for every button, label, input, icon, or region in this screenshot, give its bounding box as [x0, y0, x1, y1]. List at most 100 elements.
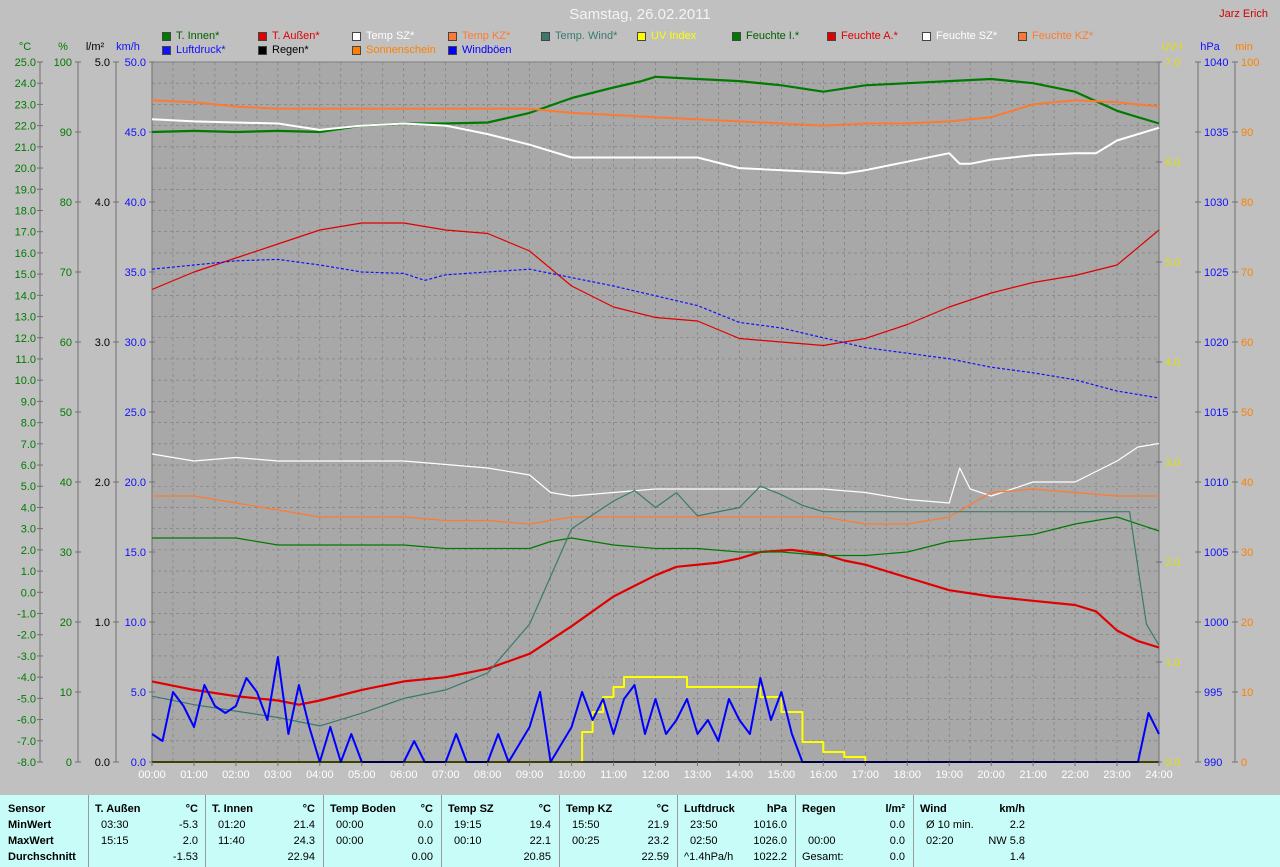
rain-tick-label: 5.0: [95, 57, 110, 69]
legend-item: Feuchte I.*: [732, 30, 799, 42]
stats-min-value: 21.4: [293, 819, 315, 831]
temp-tick-label: 4.0: [21, 502, 36, 514]
x-tick-label: 14:00: [726, 769, 754, 781]
stats-column: Temp KZ °C 15:50 21.9 00:25 23.2 22.59: [559, 795, 677, 867]
legend-label: Luftdruck*: [176, 44, 226, 56]
temp-tick-label: 3.0: [21, 524, 36, 536]
temp-tick-label: 2.0: [21, 545, 36, 557]
series-feuchte-kz: [152, 488, 1159, 525]
legend-item: UV Index: [637, 30, 696, 42]
stats-max-value: 0.0: [417, 835, 433, 847]
stats-max-value: NW 5.8: [988, 835, 1025, 847]
stats-column: T. Innen °C 01:20 21.4 11:40 24.3 22.94: [205, 795, 323, 867]
stats-label-sensor: Sensor: [8, 803, 46, 815]
stats-min-time: 19:15: [454, 819, 482, 831]
temp-tick-label: -7.0: [17, 736, 36, 748]
legend-label: Regen*: [272, 44, 309, 56]
temp-tick-label: 10.0: [15, 375, 36, 387]
stats-column-title: Temp SZ: [448, 803, 494, 815]
wind-tick-label: 0.0: [131, 757, 146, 769]
stats-min-time: Ø 10 min.: [926, 819, 974, 831]
sun-tick-label: 70: [1241, 267, 1253, 279]
legend-swatch: [162, 45, 171, 55]
humidity-tick-label: 20: [60, 617, 72, 629]
pressure-tick-label: 1020: [1204, 337, 1228, 349]
x-tick-label: 22:00: [1061, 769, 1089, 781]
legend-swatch: [258, 45, 267, 55]
stats-min-time: 23:50: [690, 819, 718, 831]
x-tick-label: 02:00: [222, 769, 250, 781]
legend-item: Temp SZ*: [352, 30, 414, 42]
humidity-axis-unit: %: [58, 41, 68, 53]
temp-tick-label: -2.0: [17, 630, 36, 642]
wind-tick-label: 5.0: [131, 687, 146, 699]
rain-tick-label: 3.0: [95, 337, 110, 349]
wind-tick-label: 35.0: [125, 267, 146, 279]
stats-column-unit: °C: [538, 803, 551, 815]
temp-tick-label: 0.0: [21, 587, 36, 599]
x-tick-label: 01:00: [180, 769, 208, 781]
x-tick-label: 10:00: [558, 769, 586, 781]
stats-label-avg: Durchschnitt: [8, 851, 76, 863]
humidity-tick-label: 0: [66, 757, 72, 769]
stats-table: Sensor MinWert MaxWert Durchschnitt T. A…: [0, 795, 1280, 867]
temp-tick-label: 12.0: [15, 333, 36, 345]
temp-tick-label: 22.0: [15, 121, 36, 133]
legend-label: T. Innen*: [176, 30, 220, 42]
uv-tick-label: 6.0: [1165, 157, 1180, 169]
humidity-tick-label: 90: [60, 127, 72, 139]
x-tick-label: 00:00: [138, 769, 166, 781]
sun-tick-label: 80: [1241, 197, 1253, 209]
x-tick-label: 06:00: [390, 769, 418, 781]
stats-max-value: 22.1: [529, 835, 551, 847]
temp-tick-label: 13.0: [15, 312, 36, 324]
legend-item: Feuchte KZ*: [1018, 30, 1093, 42]
temp-axis-unit: °C: [19, 41, 31, 53]
humidity-tick-label: 100: [54, 57, 72, 69]
pressure-tick-label: 1000: [1204, 617, 1228, 629]
stats-avg-value: -1.53: [172, 851, 198, 863]
stats-column-title: Temp Boden: [330, 803, 396, 815]
sun-tick-label: 20: [1241, 617, 1253, 629]
wind-tick-label: 50.0: [125, 57, 146, 69]
pressure-tick-label: 1010: [1204, 477, 1228, 489]
legend-label: Feuchte A.*: [841, 30, 898, 42]
stats-column: Temp Boden °C 00:00 0.0 00:00 0.0 0.00: [323, 795, 441, 867]
uv-tick-label: 5.0: [1165, 257, 1180, 269]
stats-min-value: 0.0: [417, 819, 433, 831]
sun-axis-unit: min: [1235, 41, 1253, 53]
stats-max-time: 15:15: [101, 835, 129, 847]
temp-tick-label: 9.0: [21, 396, 36, 408]
stats-column-title: T. Außen: [95, 803, 141, 815]
stats-max-value: 1026.0: [753, 835, 787, 847]
temp-tick-label: -6.0: [17, 715, 36, 727]
stats-column-unit: °C: [185, 803, 198, 815]
stats-column: Temp SZ °C 19:15 19.4 00:10 22.1 20.85: [441, 795, 559, 867]
x-tick-label: 23:00: [1103, 769, 1131, 781]
legend-swatch: [448, 31, 457, 41]
x-tick-label: 24:00: [1145, 769, 1173, 781]
x-tick-label: 13:00: [684, 769, 712, 781]
stats-label-max: MaxWert: [8, 835, 54, 847]
sun-tick-label: 50: [1241, 407, 1253, 419]
sun-tick-label: 10: [1241, 687, 1253, 699]
temp-tick-label: 1.0: [21, 566, 36, 578]
x-tick-label: 17:00: [852, 769, 880, 781]
temp-tick-label: 23.0: [15, 99, 36, 111]
legend-label: Feuchte SZ*: [936, 30, 998, 42]
stats-column: Wind km/h Ø 10 min. 2.2 02:20 NW 5.8 1.4: [913, 795, 1033, 867]
legend-label: UV Index: [651, 30, 697, 42]
wind-tick-label: 30.0: [125, 337, 146, 349]
legend-swatch: [1018, 31, 1027, 41]
temp-tick-label: 24.0: [15, 78, 36, 90]
temp-tick-label: 8.0: [21, 418, 36, 430]
legend-item: Regen*: [258, 44, 309, 56]
stats-min-value: 1016.0: [753, 819, 787, 831]
stats-max-value: 23.2: [647, 835, 669, 847]
temp-tick-label: -5.0: [17, 693, 36, 705]
pressure-tick-label: 1005: [1204, 547, 1228, 559]
legend-item: Luftdruck*: [162, 44, 226, 56]
stats-column-title: Regen: [802, 803, 836, 815]
stats-column-unit: °C: [302, 803, 315, 815]
sun-tick-label: 0: [1241, 757, 1247, 769]
